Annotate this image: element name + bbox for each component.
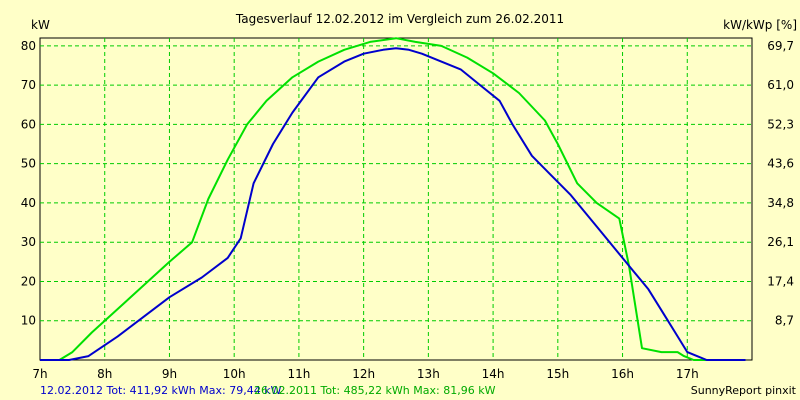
footer-legend-green: 26.02.2011 Tot: 485,22 kWh Max: 81,96 kW — [254, 384, 496, 397]
left-axis-unit: kW — [31, 18, 50, 32]
chart-title: Tagesverlauf 12.02.2012 im Vergleich zum… — [235, 12, 564, 26]
y-tick-label-right: 43,6 — [767, 157, 794, 171]
x-tick-label: 9h — [162, 367, 177, 381]
x-tick-label: 14h — [482, 367, 505, 381]
y-tick-labels-left: 10 20 30 40 50 60 70 80 — [21, 39, 36, 328]
y-tick-label-left: 20 — [21, 274, 36, 288]
x-tick-label: 10h — [223, 367, 246, 381]
x-tick-label: 15h — [546, 367, 569, 381]
series-lines — [40, 37, 746, 361]
y-tick-label-right: 26,1 — [767, 235, 794, 249]
y-tick-label-right: 61,0 — [767, 78, 794, 92]
y-tick-label-right: 69,7 — [767, 39, 794, 53]
footer-legend-blue: 12.02.2012 Tot: 411,92 kWh Max: 79,44 kW — [40, 384, 282, 397]
x-tick-label: 12h — [352, 367, 375, 381]
y-tick-label-left: 60 — [21, 117, 36, 131]
x-tick-labels: 7h 8h 9h 10h 11h 12h 13h 14h 15h 16h 17h — [32, 367, 698, 381]
x-tick-label: 11h — [287, 367, 310, 381]
x-tick-label: 7h — [32, 367, 47, 381]
series-line-1 — [40, 37, 746, 361]
grid-lines — [40, 38, 752, 360]
y-tick-label-left: 80 — [21, 39, 36, 53]
y-tick-label-left: 30 — [21, 235, 36, 249]
series-line-0 — [40, 47, 746, 361]
x-tick-label: 16h — [611, 367, 634, 381]
plot-area — [39, 37, 753, 361]
y-tick-label-left: 70 — [21, 78, 36, 92]
y-tick-label-left: 40 — [21, 196, 36, 210]
y-tick-label-right: 34,8 — [767, 196, 794, 210]
x-tick-label: 17h — [676, 367, 699, 381]
y-tick-label-right: 52,3 — [767, 117, 794, 131]
right-axis-unit: kW/kWp [%] — [723, 18, 797, 32]
y-tick-label-right: 17,4 — [767, 274, 794, 288]
x-tick-label: 8h — [97, 367, 112, 381]
y-tick-label-left: 50 — [21, 157, 36, 171]
footer-credit: SunnyReport pinxit — [691, 384, 797, 397]
x-tick-label: 13h — [417, 367, 440, 381]
y-tick-label-left: 10 — [21, 314, 36, 328]
y-tick-labels-right: 8,7 17,4 26,1 34,8 43,6 52,3 61,0 69,7 — [767, 39, 794, 328]
y-tick-label-right: 8,7 — [775, 314, 794, 328]
